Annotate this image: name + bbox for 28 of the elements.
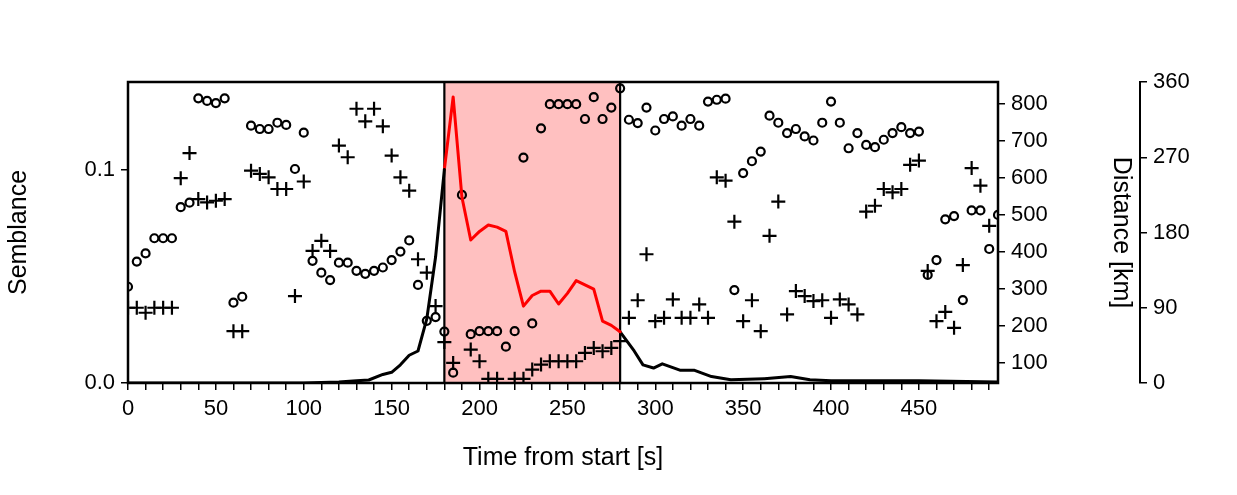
x-tick-label: 150	[373, 395, 410, 421]
y-axis-title: Semblance	[2, 169, 31, 296]
y2-tick-label: 100	[1011, 349, 1048, 375]
x-tick-label: 250	[549, 395, 586, 421]
y2-tick-label: 800	[1011, 89, 1048, 115]
x-tick-label: 450	[900, 395, 938, 421]
x-tick-label: 100	[285, 395, 323, 421]
x-tick-label: 50	[203, 395, 229, 421]
y3-tick-label: 0	[1153, 369, 1166, 395]
y-tick-label: 0.1	[84, 155, 115, 181]
x-tick-label: 350	[724, 395, 762, 421]
y2-tick-label: 400	[1011, 238, 1048, 263]
y2-tick-label: 300	[1011, 275, 1048, 301]
x-axis-title: Time from start [s]	[462, 441, 664, 470]
x-tick-label: 200	[461, 395, 498, 421]
y2-axis-title: Distance [km]	[1109, 156, 1138, 309]
y2-tick-label: 500	[1011, 200, 1048, 226]
x-tick-label: 0	[121, 395, 135, 421]
y2-tick-label: 200	[1011, 312, 1048, 338]
y2-tick-label: 700	[1011, 126, 1048, 152]
x-tick-label: 400	[812, 395, 850, 421]
y3-tick-label: 270	[1153, 143, 1190, 169]
x-tick-label: 300	[636, 395, 674, 421]
y3-tick-label: 180	[1153, 218, 1190, 244]
y3-tick-label: 90	[1153, 293, 1178, 319]
y-tick-label: 0.0	[84, 369, 115, 395]
y3-tick-label: 360	[1153, 68, 1190, 94]
y2-tick-label: 600	[1011, 163, 1048, 189]
